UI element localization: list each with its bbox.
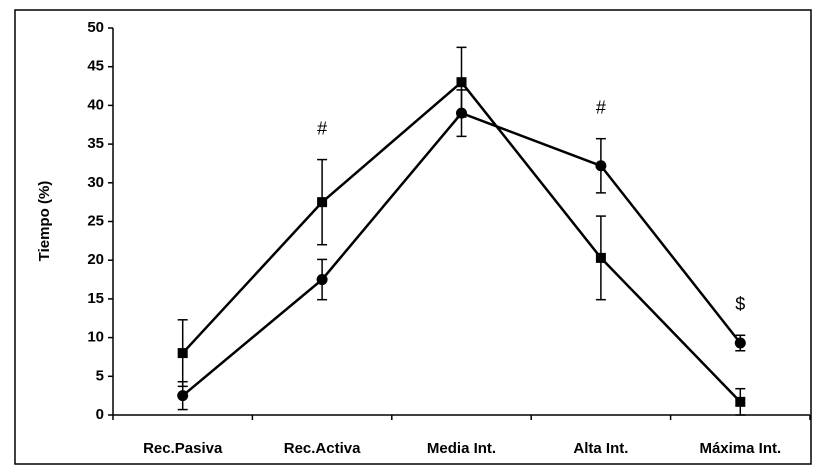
y-tick-label: 50 bbox=[87, 19, 104, 36]
annotation: $ bbox=[735, 294, 745, 314]
marker bbox=[456, 77, 467, 88]
annotation: # bbox=[317, 118, 327, 138]
marker bbox=[734, 337, 746, 349]
x-tick-label: Media Int. bbox=[427, 440, 496, 457]
chart-frame bbox=[14, 9, 812, 465]
y-tick-label: 35 bbox=[87, 135, 104, 152]
y-tick-label: 0 bbox=[96, 406, 104, 423]
x-tick-label: Rec.Activa bbox=[284, 440, 361, 457]
y-tick-label: 5 bbox=[96, 367, 104, 384]
y-tick-label: 20 bbox=[87, 251, 104, 268]
y-axis-label: Tiempo (%) bbox=[36, 181, 53, 262]
series-line bbox=[181, 111, 742, 397]
annotation: # bbox=[596, 97, 606, 117]
x-tick-label: Alta Int. bbox=[573, 440, 628, 457]
marker bbox=[177, 348, 188, 359]
y-tick-label: 45 bbox=[87, 58, 104, 75]
y-tick-label: 10 bbox=[87, 329, 104, 346]
marker bbox=[316, 274, 328, 286]
marker bbox=[595, 252, 606, 263]
marker bbox=[735, 396, 746, 407]
y-tick-label: 30 bbox=[87, 174, 104, 191]
y-tick-label: 25 bbox=[87, 212, 104, 229]
marker bbox=[456, 107, 467, 119]
x-tick-label: Rec.Pasiva bbox=[143, 440, 223, 457]
x-tick-label: Máxima Int. bbox=[699, 440, 781, 457]
y-tick-label: 15 bbox=[87, 290, 104, 307]
marker bbox=[177, 390, 189, 402]
y-tick-label: 40 bbox=[87, 96, 104, 113]
marker bbox=[317, 197, 328, 208]
marker bbox=[595, 160, 607, 172]
